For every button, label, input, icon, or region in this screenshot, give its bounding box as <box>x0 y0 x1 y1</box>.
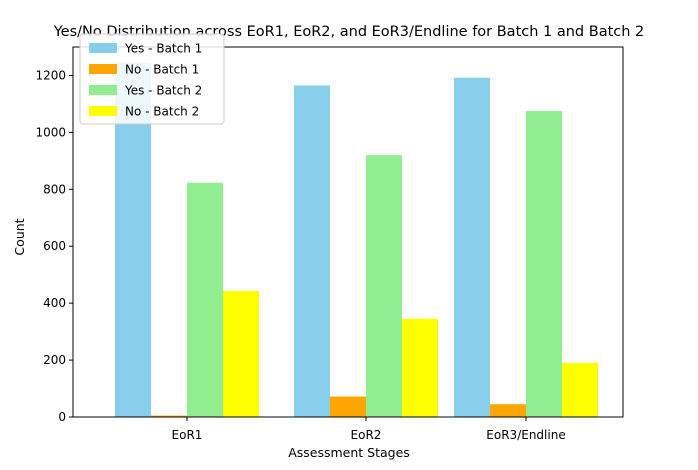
legend-entry: Yes - Batch 1 <box>124 42 202 56</box>
bar-no-batch-1-eor2 <box>330 396 366 417</box>
legend-entry: No - Batch 1 <box>125 63 199 77</box>
y-tick-label: 0 <box>58 410 66 424</box>
legend-box <box>79 33 225 125</box>
bar-yes-batch-1-eor2 <box>294 85 330 417</box>
y-axis-label: Count <box>12 218 27 255</box>
x-tick-label: EoR3/Endline <box>486 428 565 442</box>
legend-swatch <box>89 106 117 116</box>
bar-no-batch-1-eor3-endline <box>490 404 526 417</box>
bar-no-batch-2-eor3-endline <box>562 362 598 417</box>
y-tick-label: 400 <box>43 296 66 310</box>
legend-swatch <box>89 85 117 95</box>
bar-no-batch-1-eor1 <box>151 415 187 417</box>
bar-yes-batch-2-eor2 <box>366 155 402 417</box>
legend-entry: Yes - Batch 2 <box>124 84 202 98</box>
y-tick-label: 1000 <box>35 125 66 139</box>
y-tick-label: 800 <box>43 182 66 196</box>
plot-area: 0 200 400 600 800 1000 1200 EoR1 EoR2 EoR3/Endlin… <box>35 46 624 442</box>
x-tick-label: EoR2 <box>351 428 382 442</box>
x-axis-label: Assessment Stages <box>288 445 410 460</box>
legend-swatch <box>89 64 117 74</box>
y-tick-label: 200 <box>43 353 66 367</box>
legend-swatch <box>89 43 117 53</box>
bar-yes-batch-2-eor3-endline <box>526 111 562 418</box>
bar-yes-batch-2-eor1 <box>187 182 223 417</box>
y-tick-label: 600 <box>43 239 66 253</box>
bar-yes-batch-1-eor3-endline <box>454 77 490 417</box>
legend: Yes - Batch 1 No - Batch 1 Yes - Batch 2 No… <box>79 33 225 125</box>
bar-no-batch-2-eor1 <box>223 290 259 417</box>
bar-no-batch-2-eor2 <box>402 318 438 417</box>
y-tick-label: 1200 <box>35 68 66 82</box>
axes-frame <box>72 46 624 418</box>
legend-entry: No - Batch 2 <box>125 105 199 119</box>
x-tick-label: EoR1 <box>172 428 203 442</box>
